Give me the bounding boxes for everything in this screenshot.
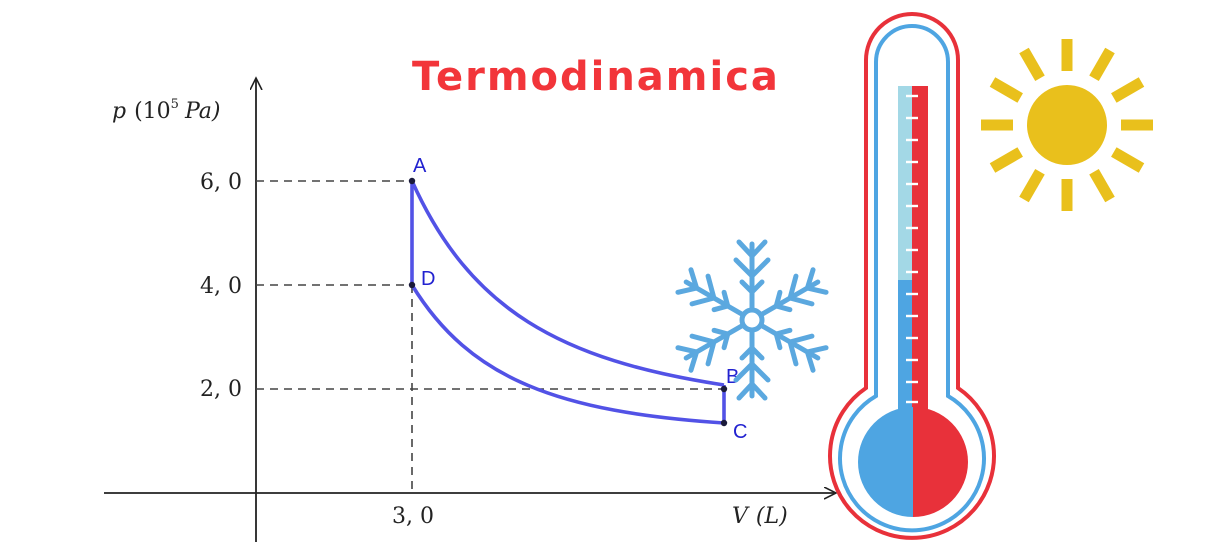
point-b bbox=[720, 385, 728, 393]
y-tick-label: 2, 0 bbox=[200, 377, 242, 402]
axes bbox=[104, 78, 836, 542]
cycle bbox=[410, 180, 726, 425]
point-c bbox=[720, 419, 728, 427]
point-label: C bbox=[733, 421, 747, 443]
x-tick-label: 3, 0 bbox=[392, 504, 434, 529]
y-axis-label: p (105 Pa) bbox=[112, 97, 220, 124]
thermometer-icon bbox=[828, 12, 996, 540]
snowflake-icon bbox=[676, 239, 827, 398]
guide-lines bbox=[256, 180, 724, 493]
point-label: A bbox=[413, 155, 427, 177]
isotherm-ab bbox=[410, 180, 725, 387]
isotherm-cd bbox=[410, 284, 725, 425]
state-points bbox=[408, 177, 728, 427]
x-axis-label: V (L) bbox=[732, 504, 788, 529]
point-label: B bbox=[726, 366, 739, 388]
sun-icon bbox=[981, 39, 1153, 211]
point-label: D bbox=[421, 268, 435, 290]
point-d bbox=[408, 281, 416, 289]
page-title: Termodinamica bbox=[412, 54, 780, 100]
point-a bbox=[408, 177, 416, 185]
y-tick-label: 4, 0 bbox=[200, 274, 242, 299]
y-tick-label: 6, 0 bbox=[200, 170, 242, 195]
